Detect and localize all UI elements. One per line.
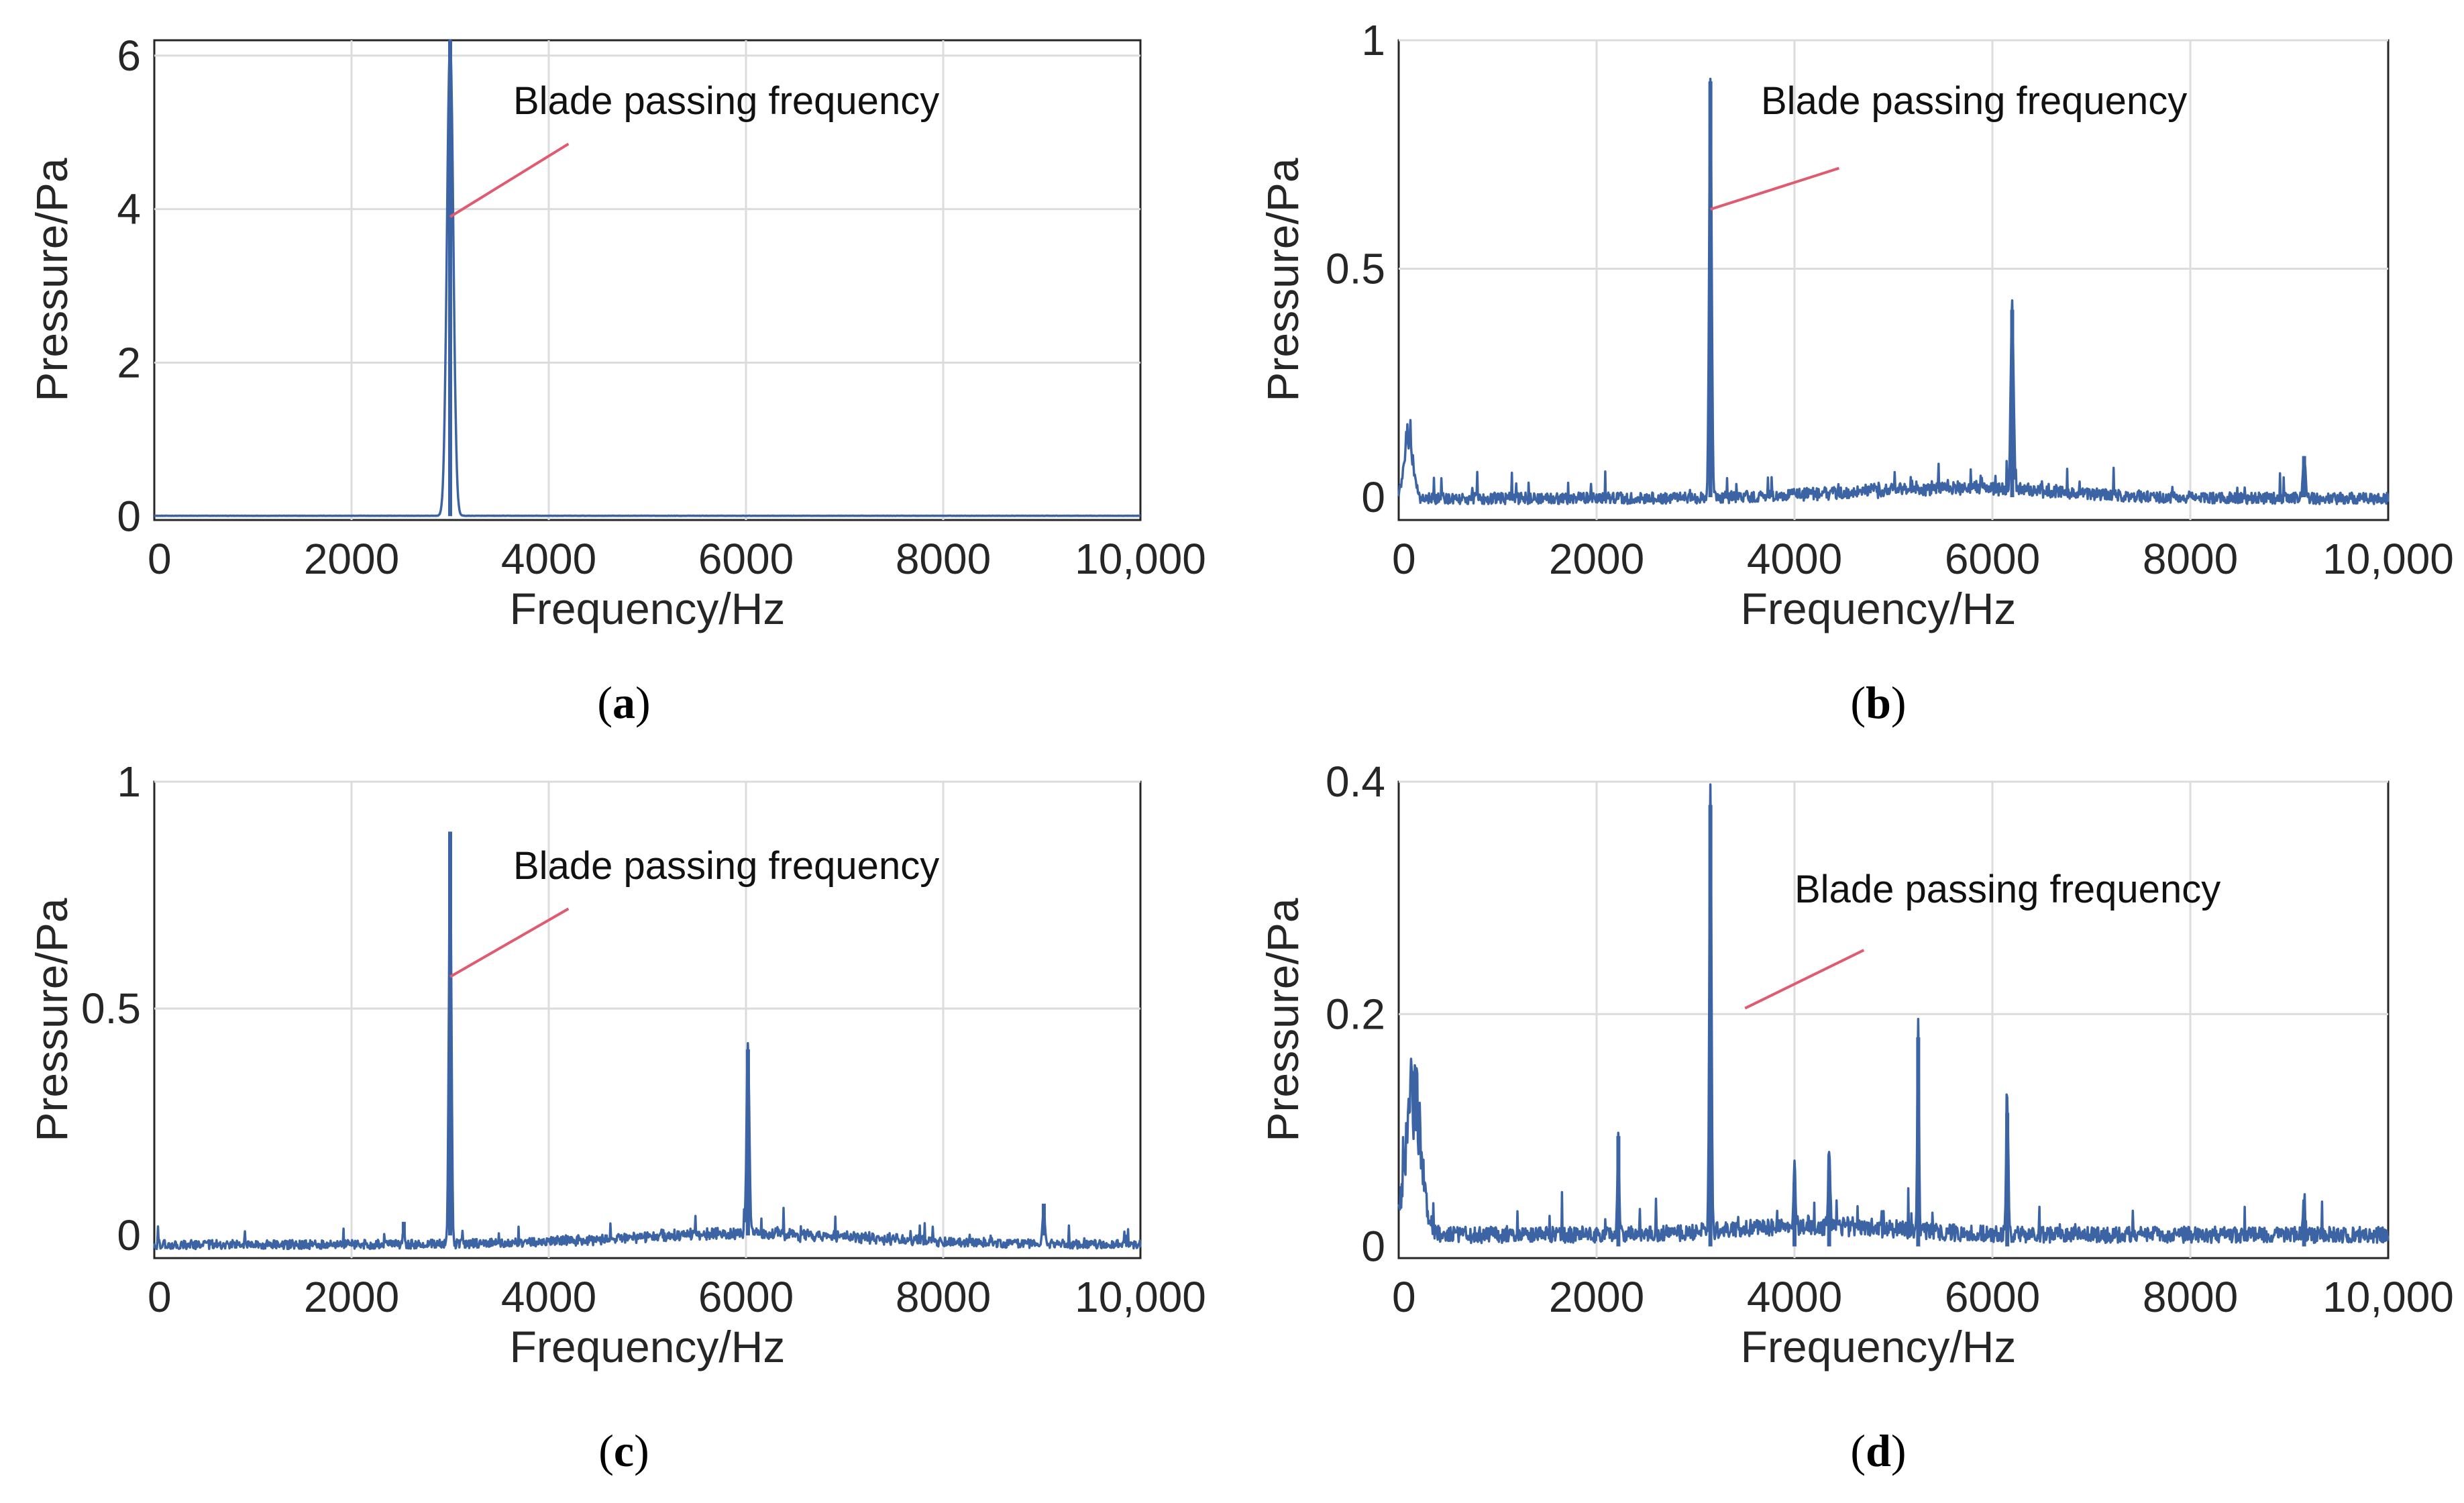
grid-c <box>154 780 1140 1258</box>
panel-b: Blade passing frequency 00.51 0 2000 4000 6… <box>1258 16 2454 728</box>
xticks-a: 0 2000 4000 6000 8000 10,000 <box>148 535 1206 583</box>
annotation-a: Blade passing frequency <box>449 79 939 218</box>
xticks-c: 0 2000 4000 6000 8000 10,000 <box>148 1273 1206 1321</box>
annotation-text-b: Blade passing frequency <box>1761 79 2187 123</box>
panel-c: Blade passing frequency 00.51 0 2000 4000 6… <box>27 758 1206 1476</box>
x-tick-label: 2000 <box>1549 1273 1644 1321</box>
annotation-b: Blade passing frequency <box>1710 79 2187 211</box>
annotation-line-d <box>1744 949 1865 1010</box>
grid-b <box>1399 39 2388 520</box>
x-tick-label: 10,000 <box>1075 535 1206 583</box>
x-tick-label: 6000 <box>1945 1273 2040 1321</box>
plot-area-d <box>1397 780 2390 1259</box>
x-tick-label: 2000 <box>304 535 399 583</box>
y-tick-label: 0 <box>1361 1223 1385 1271</box>
caption-d: (d) <box>1850 1425 1906 1476</box>
caption-letter-b: b <box>1866 677 1891 728</box>
x-tick-label: 2000 <box>1549 535 1644 583</box>
x-axis-label-d: Frequency/Hz <box>1741 1322 2017 1371</box>
y-tick-label: 2 <box>117 338 141 386</box>
annotation-text-c: Blade passing frequency <box>513 844 939 888</box>
caption-b: (b) <box>1850 677 1906 728</box>
annotation-line-c <box>449 907 570 978</box>
y-tick-label: 0.2 <box>1326 990 1385 1038</box>
x-tick-label: 10,000 <box>2322 1273 2454 1321</box>
y-tick-label: 6 <box>117 32 141 80</box>
y-tick-label: 1 <box>117 758 141 806</box>
annotation-c: Blade passing frequency <box>449 844 939 978</box>
spectrum-line <box>154 39 1141 517</box>
x-tick-label: 6000 <box>1945 535 2040 583</box>
x-tick-label: 10,000 <box>2322 535 2454 583</box>
x-axis-label-b: Frequency/Hz <box>1741 584 2017 633</box>
yticks-d: 0 0.2 0.4 <box>1326 758 1385 1271</box>
series-c <box>153 831 1142 1251</box>
grid-d <box>1399 780 2388 1258</box>
x-tick-label: 0 <box>148 535 172 583</box>
x-tick-label: 4000 <box>1747 1273 1842 1321</box>
plot-area-c <box>153 780 1142 1259</box>
x-tick-label: 8000 <box>896 1273 991 1321</box>
caption-letter-a: a <box>612 677 635 728</box>
xticks-b: 0 2000 4000 6000 8000 10,000 <box>1392 535 2454 583</box>
caption-a: (a) <box>597 677 650 728</box>
y-tick-label: 0.5 <box>81 984 141 1033</box>
caption-letter-c: c <box>614 1425 634 1476</box>
x-tick-label: 4000 <box>501 1273 596 1321</box>
x-tick-label: 6000 <box>698 535 794 583</box>
caption-letter-d: d <box>1866 1425 1891 1476</box>
plot-area-b <box>1397 39 2390 521</box>
yticks-b: 00.51 <box>1326 16 1385 521</box>
annotation-d: Blade passing frequency <box>1744 868 2220 1010</box>
xticks-d: 0 2000 4000 6000 8000 10,000 <box>1392 1273 2454 1321</box>
y-axis-label-b: Pressure/Pa <box>1258 158 1307 401</box>
y-axis-label-a: Pressure/Pa <box>27 158 76 401</box>
x-axis-label-c: Frequency/Hz <box>510 1322 786 1371</box>
x-tick-label: 4000 <box>501 535 596 583</box>
annotation-text-a: Blade passing frequency <box>513 79 939 123</box>
series-b <box>1397 77 2390 505</box>
x-tick-label: 8000 <box>2143 535 2238 583</box>
x-tick-label: 8000 <box>896 535 991 583</box>
x-tick-label: 8000 <box>2143 1273 2238 1321</box>
panel-a: Blade passing frequency 0 2 4 6 0 2000 4000 60… <box>27 32 1206 728</box>
spectrum-line <box>1397 783 2390 1245</box>
x-tick-label: 10,000 <box>1075 1273 1206 1321</box>
yticks-a: 0 2 4 6 <box>117 32 141 540</box>
yticks-c: 00.51 <box>81 758 141 1259</box>
y-tick-label: 0 <box>117 492 141 540</box>
annotation-text-d: Blade passing frequency <box>1795 868 2220 911</box>
plot-area-a <box>153 39 1142 521</box>
x-axis-label-a: Frequency/Hz <box>510 584 786 633</box>
y-axis-label-d: Pressure/Pa <box>1258 898 1307 1141</box>
x-tick-label: 4000 <box>1747 535 1842 583</box>
x-tick-label: 0 <box>1392 1273 1416 1321</box>
annotation-line-b <box>1710 166 1839 211</box>
x-tick-label: 2000 <box>304 1273 399 1321</box>
y-tick-label: 0 <box>117 1211 141 1259</box>
x-tick-label: 0 <box>1392 535 1416 583</box>
annotation-line-a <box>449 142 570 218</box>
series-d <box>1397 783 2390 1247</box>
y-axis-label-c: Pressure/Pa <box>27 898 76 1141</box>
y-tick-label: 1 <box>1361 16 1385 64</box>
y-tick-label: 0.4 <box>1326 758 1385 806</box>
y-tick-label: 4 <box>117 185 141 234</box>
spectrum-line <box>1397 77 2390 505</box>
y-tick-label: 0.5 <box>1326 244 1385 293</box>
caption-c: (c) <box>598 1425 649 1476</box>
spectrum-line <box>153 839 1142 1251</box>
panel-d: Blade passing frequency 0 0.2 0.4 0 2000 400… <box>1258 758 2454 1476</box>
x-tick-label: 6000 <box>698 1273 794 1321</box>
series-a <box>154 39 1141 517</box>
y-tick-label: 0 <box>1361 473 1385 521</box>
grid-a <box>154 40 1140 520</box>
x-tick-label: 0 <box>148 1273 172 1321</box>
